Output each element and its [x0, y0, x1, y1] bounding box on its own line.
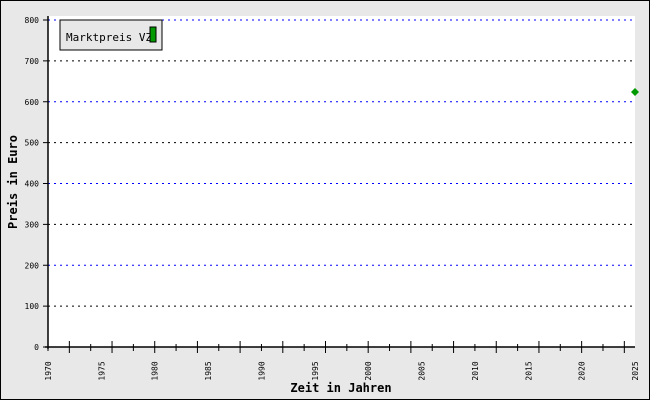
x-tick-label: 1980: [151, 361, 160, 380]
x-tick-label: 2015: [524, 361, 533, 380]
y-axis-label: Preis in Euro: [6, 135, 20, 229]
x-tick-label: 2010: [471, 361, 480, 380]
y-tick-label: 200: [25, 261, 40, 270]
y-tick-label: 700: [25, 57, 40, 66]
x-tick-label: 2000: [364, 361, 373, 380]
legend-box: [59, 19, 163, 51]
legend-label: Marktpreis VZ: [66, 31, 152, 44]
y-tick-label: 400: [25, 180, 40, 189]
data-point: [631, 87, 639, 96]
x-tick-label: 1990: [257, 361, 266, 380]
y-tick-label: 800: [25, 16, 40, 25]
x-tick-label: 2020: [578, 361, 587, 380]
x-tick-label: 1975: [97, 361, 106, 380]
y-tick-label: 0: [34, 343, 39, 352]
x-tick-label: 1970: [44, 361, 53, 380]
y-tick-label: 600: [25, 98, 40, 107]
y-tick-label: 100: [25, 302, 40, 311]
plot-area: [48, 16, 635, 347]
legend-swatch: [149, 26, 157, 43]
y-tick-label: 500: [25, 139, 40, 148]
x-axis-label: Zeit in Jahren: [290, 381, 391, 395]
x-tick-label: 2005: [418, 361, 427, 380]
x-tick-label: 1985: [204, 361, 213, 380]
y-tick-label: 300: [25, 220, 40, 229]
x-tick-label: 1995: [311, 361, 320, 380]
legend: Marktpreis VZ: [59, 19, 163, 51]
x-tick-label: 2025: [631, 361, 640, 380]
